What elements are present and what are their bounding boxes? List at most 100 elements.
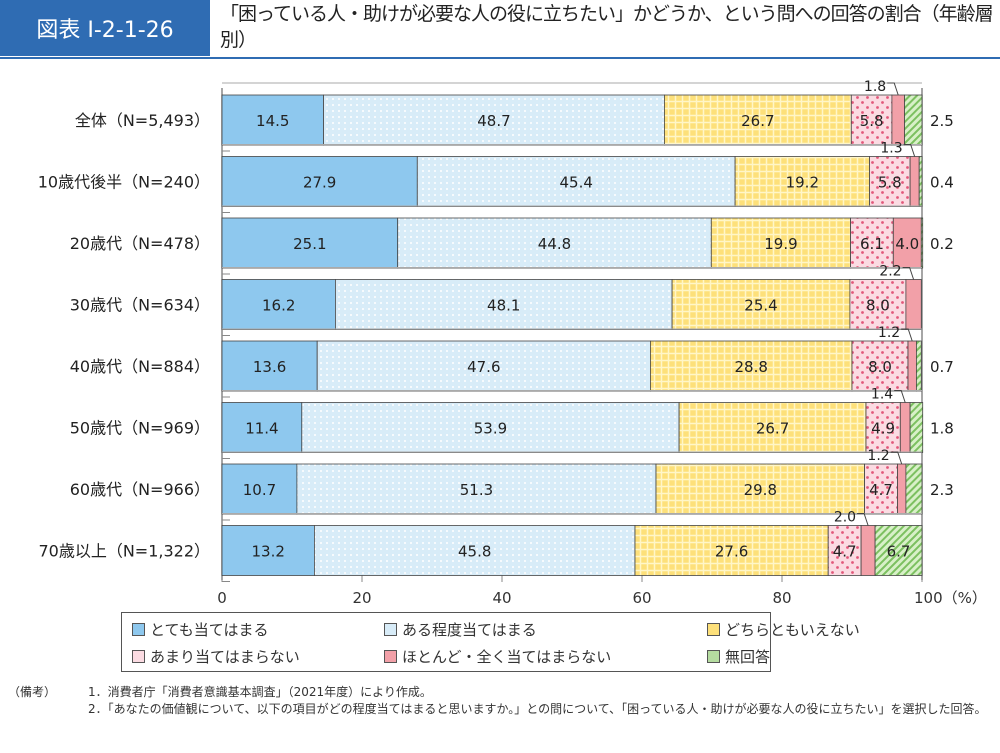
legend-swatch [384,623,397,636]
legend-label: とても当てはまる [150,621,269,639]
data-label: 8.0 [868,358,892,376]
legend-item: 無回答 [707,646,770,667]
bar-segment [678,402,867,453]
data-label: 16.2 [262,297,295,315]
note-2: 2．「あなたの価値観について、以下の項目がどの程度当てはまると思いますか。」との… [88,702,987,716]
data-label: 51.3 [460,481,493,499]
bar-segment [918,156,923,207]
x-tick-label: 0 [217,589,227,607]
legend-item: ほとんど・全く当てはまらない [384,646,611,667]
bar-segment [850,217,894,269]
data-label: 2.5 [930,112,954,130]
legend-swatch [707,650,720,663]
category-label: 20歳代（N=478） [70,234,210,253]
bar-segment [655,463,866,515]
data-label: 19.9 [764,235,797,253]
bar-segment [634,525,829,576]
data-label: 44.8 [538,235,571,253]
data-label: 1.2 [867,448,889,464]
bar-segment [221,340,318,392]
bar-segment [899,402,911,453]
bar-segment [734,156,870,207]
category-label: 全体（N=5,493） [75,111,210,130]
bar-segment [874,525,923,576]
legend-item: あまり当てはまらない [132,646,300,667]
category-label: 30歳代（N=634） [70,296,210,315]
note-1: 1．消費者庁「消費者意識基本調査」（2021年度）により作成。 [88,685,432,699]
leader-line [903,144,916,157]
data-label: 29.8 [744,481,777,499]
bar-segment [850,94,893,146]
bar-segment [664,94,852,146]
bar-segment [221,279,336,330]
legend-swatch [707,623,720,636]
leader-line [894,390,906,403]
data-label: 4.0 [895,235,919,253]
data-label: 2.3 [930,481,954,499]
bar-segment [905,463,923,515]
legend-label: ある程度当てはまる [402,621,537,639]
data-label: 1.4 [871,387,893,403]
data-label: 1.3 [880,141,902,157]
bar-segment [221,156,418,207]
data-label: 4.7 [869,481,893,499]
legend-item: とても当てはまる [132,619,269,640]
bar-segment [221,217,399,269]
data-label: 13.2 [251,543,284,561]
data-label: 6.1 [860,235,884,253]
data-label: 5.8 [860,112,884,130]
data-label: 0.2 [930,235,954,253]
data-label: 45.8 [458,543,491,561]
data-label: 48.1 [487,297,520,315]
bar-segment [851,340,909,392]
data-label: 26.7 [756,420,789,438]
bar-segment [334,279,673,330]
bar-segment [891,94,905,146]
data-label: 1.2 [878,325,900,341]
bar-segment [710,217,851,269]
category-label: 10歳代後半（N=240） [38,173,210,192]
data-label: 2.0 [834,510,856,526]
bar-segment [827,525,862,576]
data-label: 14.5 [256,112,289,130]
legend-label: あまり当てはまらない [150,648,300,666]
data-label: 45.4 [559,174,592,192]
data-label: 13.6 [253,358,286,376]
legend-item: ある程度当てはまる [384,619,537,640]
bar-segment [860,525,876,576]
data-label: 26.7 [741,112,774,130]
bar-segment [313,525,636,576]
leader-line [890,451,903,465]
x-tick-label: 60 [632,589,651,607]
leader-line [887,82,899,96]
category-label: 70歳以上（N=1,322） [38,542,210,561]
leader-line [857,513,869,526]
stacked-bar-chart: 0 20 40 60 80 100（%） 全体（N=5,493） 14.5 48.7 26.7 5.… [38,79,987,607]
data-label: 2.2 [879,264,901,280]
bar-segment [907,340,917,392]
x-tick-label: 80 [772,589,791,607]
data-label: 27.6 [715,543,748,561]
x-tick-label: 40 [492,589,511,607]
data-label: 0.4 [930,174,954,192]
leader-line [902,267,915,280]
data-label: 1.8 [864,79,886,95]
bar-segment [849,279,907,330]
data-label: 27.9 [303,174,336,192]
notes: （備考） 1．消費者庁「消費者意識基本調査」（2021年度）により作成。 2．「あ… [8,684,993,718]
legend-item: どちらともいえない [707,619,860,640]
data-label: 53.9 [474,420,507,438]
figure-id-badge: 図表 I-2-1-26 [0,0,210,56]
legend-swatch [132,650,145,663]
data-label: 19.2 [786,174,819,192]
data-label: 4.7 [833,543,857,561]
data-label: 11.4 [245,420,278,438]
category-label: 60歳代（N=966） [70,480,210,499]
data-label: 25.1 [293,235,326,253]
bar-segment [221,402,303,453]
data-label: 8.0 [866,297,890,315]
data-label: 6.7 [887,543,911,561]
data-label: 25.4 [744,297,777,315]
bar-segment [221,525,315,576]
category-label: 40歳代（N=884） [70,357,210,376]
